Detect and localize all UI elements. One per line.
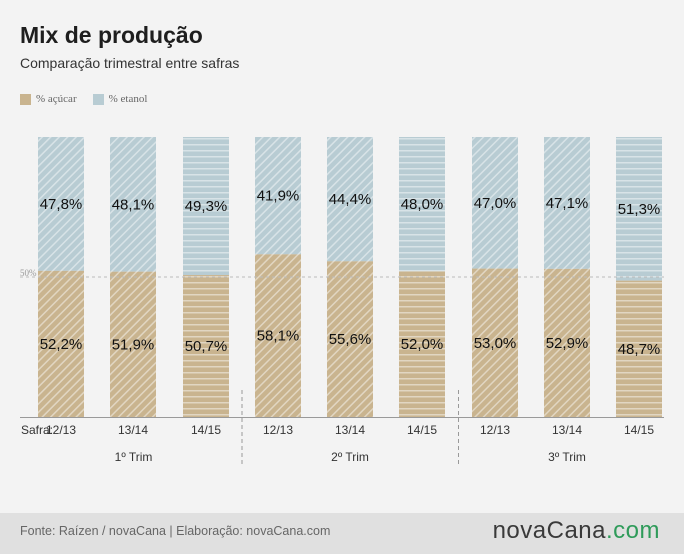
bar-acucar xyxy=(399,271,445,417)
bar-acucar xyxy=(38,270,84,417)
bar-etanol xyxy=(255,137,301,255)
logo-main: novaCana xyxy=(492,517,606,544)
chart-subtitle: Comparação trimestral entre safras xyxy=(20,55,240,71)
bar-acucar xyxy=(472,268,518,417)
bar-etanol xyxy=(399,137,445,272)
data-label-acucar: 53,0% xyxy=(474,335,517,352)
bar-etanol xyxy=(327,137,373,262)
x-tick-label: 13/14 xyxy=(118,423,148,437)
x-tick-label: 14/15 xyxy=(624,423,654,437)
data-label-acucar: 58,1% xyxy=(257,328,300,345)
data-label-etanol: 48,0% xyxy=(401,196,444,213)
legend: % açúcar % etanol xyxy=(20,93,147,105)
reference-label: 50% xyxy=(20,268,37,278)
bar-acucar xyxy=(255,254,301,417)
group-label: 3º Trim xyxy=(548,450,586,464)
data-label-etanol: 41,9% xyxy=(257,188,300,205)
data-label-etanol: 49,3% xyxy=(185,198,228,215)
novacana-logo[interactable]: novaCana.com xyxy=(493,517,660,545)
legend-label-etanol: % etanol xyxy=(108,93,148,105)
bar-acucar xyxy=(327,261,373,417)
bar-etanol xyxy=(544,137,590,269)
x-tick-label: 14/15 xyxy=(407,423,437,437)
x-tick-label: 12/13 xyxy=(263,423,293,437)
x-tick-label: 12/13 xyxy=(480,423,510,437)
bar-acucar xyxy=(110,271,156,417)
logo-suffix: .com xyxy=(605,517,660,544)
legend-item-etanol: % etanol xyxy=(92,93,148,105)
data-label-etanol: 51,3% xyxy=(618,201,661,218)
bar-etanol xyxy=(616,137,662,281)
bar-etanol xyxy=(472,137,518,269)
data-label-etanol: 48,1% xyxy=(112,196,155,213)
footer: Fonte: Raízen / novaCana | Elaboração: n… xyxy=(0,513,684,554)
legend-item-acucar: % açúcar xyxy=(20,93,77,105)
legend-label-acucar: % açúcar xyxy=(36,93,77,105)
bar-acucar xyxy=(544,268,590,417)
bar-etanol xyxy=(38,137,84,271)
data-label-acucar: 55,6% xyxy=(329,331,372,348)
chart-title: Mix de produção xyxy=(20,22,203,48)
data-label-etanol: 47,0% xyxy=(474,195,517,212)
bar-etanol xyxy=(110,137,156,272)
safra-axis-label: Safra: xyxy=(21,423,53,437)
legend-swatch-etanol xyxy=(92,93,104,105)
data-label-acucar: 52,9% xyxy=(546,335,589,352)
legend-swatch-acucar xyxy=(20,93,31,105)
bar-etanol xyxy=(183,137,229,276)
bar-acucar xyxy=(183,275,229,417)
x-tick-label: 12/13 xyxy=(46,423,76,437)
data-label-etanol: 44,4% xyxy=(329,191,372,208)
data-label-acucar: 52,2% xyxy=(40,336,83,353)
data-label-acucar: 51,9% xyxy=(112,336,155,353)
group-label: 2º Trim xyxy=(331,450,369,464)
x-tick-label: 14/15 xyxy=(191,423,221,437)
data-label-acucar: 50,7% xyxy=(185,338,228,355)
x-tick-label: 13/14 xyxy=(552,423,582,437)
data-label-acucar: 52,0% xyxy=(401,336,444,353)
x-tick-label: 13/14 xyxy=(335,423,365,437)
bar-acucar xyxy=(616,280,662,417)
stacked-bar-chart: 47,8% 52,2% 48,1% 51,9% 49,3% 50,7% 41,9% 58,1%… xyxy=(20,137,664,465)
data-label-etanol: 47,8% xyxy=(40,196,83,213)
footer-source: Fonte: Raízen / novaCana | Elaboração: n… xyxy=(20,524,331,538)
data-label-acucar: 48,7% xyxy=(618,341,661,358)
data-label-etanol: 47,1% xyxy=(546,195,589,212)
group-label: 1º Trim xyxy=(115,450,153,464)
